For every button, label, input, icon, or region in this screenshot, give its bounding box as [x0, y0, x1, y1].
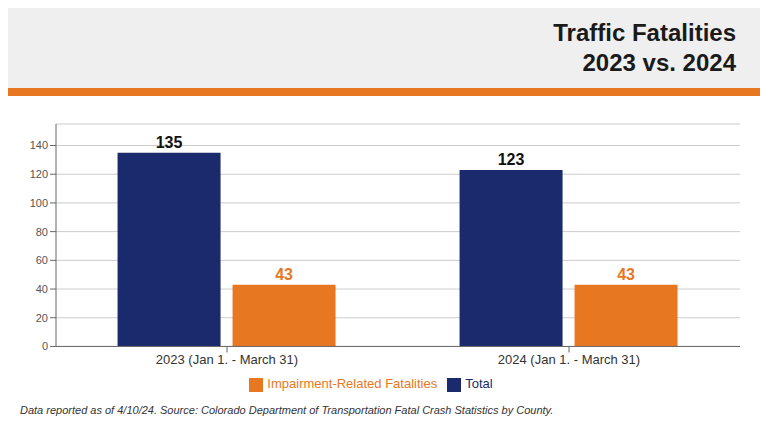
html-text:Data reported as of 4/10/24. S: Data reported as of 4/10/24. Source: Col… — [20, 404, 554, 416]
html-text:Total: Total — [465, 376, 493, 392]
svg-text:123: 123 — [498, 151, 525, 168]
html-text:2023 vs. 2024: 2023 vs. 2024 — [582, 49, 736, 76]
svg-text:43: 43 — [617, 266, 635, 283]
svg-text:40: 40 — [36, 283, 48, 295]
svg-text:0: 0 — [42, 340, 48, 352]
html-text:Impairment-Related Fatalities: Impairment-Related Fatalities — [267, 376, 438, 392]
svg-text:80: 80 — [36, 226, 48, 238]
svg-text:135: 135 — [156, 134, 183, 151]
svg-text:60: 60 — [36, 254, 48, 266]
html-text:Traffic Fatalities: Traffic Fatalities — [553, 19, 736, 46]
svg-text:20: 20 — [36, 312, 48, 324]
svg-text:120: 120 — [30, 168, 48, 180]
svg-text:2024 (Jan 1. - March 31): 2024 (Jan 1. - March 31) — [498, 352, 640, 367]
svg-text:2023 (Jan 1. - March 31): 2023 (Jan 1. - March 31) — [156, 352, 298, 367]
svg-text:100: 100 — [30, 197, 48, 209]
svg-text:140: 140 — [30, 139, 48, 151]
svg-text:43: 43 — [275, 266, 293, 283]
